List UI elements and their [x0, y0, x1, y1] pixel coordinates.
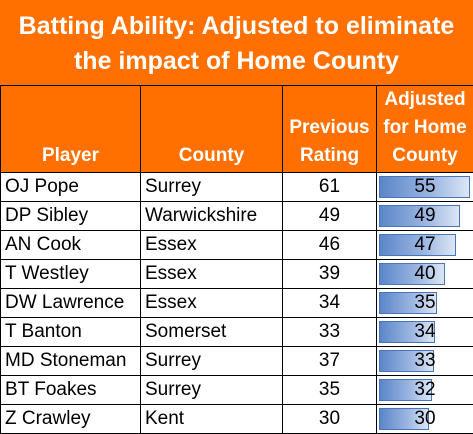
cell-previous-rating[interactable]: 35 — [282, 375, 377, 405]
header-previous-rating[interactable]: Previous Rating — [282, 86, 377, 173]
cell-previous-rating[interactable]: 49 — [282, 201, 377, 231]
data-bar — [379, 379, 432, 401]
title-line-1: Batting Ability: Adjusted to eliminate — [18, 12, 455, 40]
adjusted-value: 47 — [414, 234, 436, 255]
table-row: T Westley Essex 39 40 — [0, 259, 473, 289]
cell-county[interactable]: Somerset — [140, 317, 283, 347]
cell-previous-rating[interactable]: 34 — [282, 288, 377, 318]
cell-previous-rating[interactable]: 39 — [282, 259, 377, 289]
table-title: Batting Ability: Adjusted to eliminate t… — [0, 0, 473, 86]
cell-player[interactable]: DW Lawrence — [0, 288, 141, 318]
header-previous-line-2: Rating — [299, 145, 360, 166]
cell-adjusted-rating[interactable]: 32 — [376, 375, 473, 405]
adjusted-value: 49 — [414, 205, 436, 226]
table-row: DP Sibley Warwickshire 49 49 — [0, 201, 473, 231]
title-line-2: the impact of Home County — [73, 47, 399, 75]
cell-adjusted-rating[interactable]: 33 — [376, 346, 473, 376]
data-bar — [379, 176, 470, 198]
header-adjusted-line-2: for Home — [383, 117, 467, 138]
cell-player[interactable]: BT Foakes — [0, 375, 141, 405]
table-row: BT Foakes Surrey 35 32 — [0, 375, 473, 405]
header-player[interactable]: Player — [0, 86, 141, 173]
cell-county[interactable]: Warwickshire — [140, 201, 283, 231]
cell-player[interactable]: T Banton — [0, 317, 141, 347]
data-bar — [379, 205, 460, 227]
table-body: OJ Pope Surrey 61 55 DP Sibley Warwickshire 49… — [0, 172, 473, 434]
cell-county[interactable]: Essex — [140, 259, 283, 289]
cell-previous-rating[interactable]: 46 — [282, 230, 377, 260]
cell-adjusted-rating[interactable]: 55 — [376, 172, 473, 202]
cell-player[interactable]: OJ Pope — [0, 172, 141, 202]
cell-county[interactable]: Kent — [140, 404, 283, 434]
table-row: AN Cook Essex 46 47 — [0, 230, 473, 260]
cell-adjusted-rating[interactable]: 40 — [376, 259, 473, 289]
cell-county[interactable]: Surrey — [140, 375, 283, 405]
cell-county[interactable]: Essex — [140, 288, 283, 318]
data-bar — [379, 408, 429, 430]
cell-adjusted-rating[interactable]: 49 — [376, 201, 473, 231]
adjusted-value: 35 — [414, 292, 436, 313]
header-adjusted[interactable]: Adjusted for Home County — [376, 86, 473, 173]
table-row: T Banton Somerset 33 34 — [0, 317, 473, 347]
data-bar — [379, 350, 434, 372]
cell-adjusted-rating[interactable]: 47 — [376, 230, 473, 260]
cell-player[interactable]: Z Crawley — [0, 404, 141, 434]
batting-table: Player County Previous Rating Adjusted f… — [0, 86, 473, 434]
adjusted-value: 33 — [414, 350, 436, 371]
adjusted-value: 32 — [414, 379, 436, 400]
cell-previous-rating[interactable]: 30 — [282, 404, 377, 434]
cell-player[interactable]: T Westley — [0, 259, 141, 289]
cell-adjusted-rating[interactable]: 35 — [376, 288, 473, 318]
data-bar — [379, 292, 437, 314]
header-row: Player County Previous Rating Adjusted f… — [0, 86, 473, 173]
table-row: MD Stoneman Surrey 37 33 — [0, 346, 473, 376]
cell-player[interactable]: DP Sibley — [0, 201, 141, 231]
cell-player[interactable]: AN Cook — [0, 230, 141, 260]
header-adjusted-line-1: Adjusted — [384, 89, 466, 110]
header-county[interactable]: County — [140, 86, 283, 173]
adjusted-value: 55 — [414, 176, 436, 197]
cell-adjusted-rating[interactable]: 34 — [376, 317, 473, 347]
table-row: Z Crawley Kent 30 30 — [0, 404, 473, 434]
cell-county[interactable]: Surrey — [140, 172, 283, 202]
cell-previous-rating[interactable]: 33 — [282, 317, 377, 347]
header-adjusted-line-3: County — [392, 145, 458, 166]
cell-previous-rating[interactable]: 61 — [282, 172, 377, 202]
header-previous-line-1: Previous — [289, 117, 370, 138]
data-bar — [379, 263, 445, 285]
cell-adjusted-rating[interactable]: 30 — [376, 404, 473, 434]
adjusted-value: 40 — [414, 263, 436, 284]
cell-county[interactable]: Surrey — [140, 346, 283, 376]
table-row: OJ Pope Surrey 61 55 — [0, 172, 473, 202]
cell-county[interactable]: Essex — [140, 230, 283, 260]
adjusted-value: 30 — [414, 408, 436, 429]
data-bar — [379, 234, 456, 256]
cell-previous-rating[interactable]: 37 — [282, 346, 377, 376]
adjusted-value: 34 — [414, 321, 436, 342]
table-row: DW Lawrence Essex 34 35 — [0, 288, 473, 318]
cell-player[interactable]: MD Stoneman — [0, 346, 141, 376]
data-bar — [379, 321, 435, 343]
